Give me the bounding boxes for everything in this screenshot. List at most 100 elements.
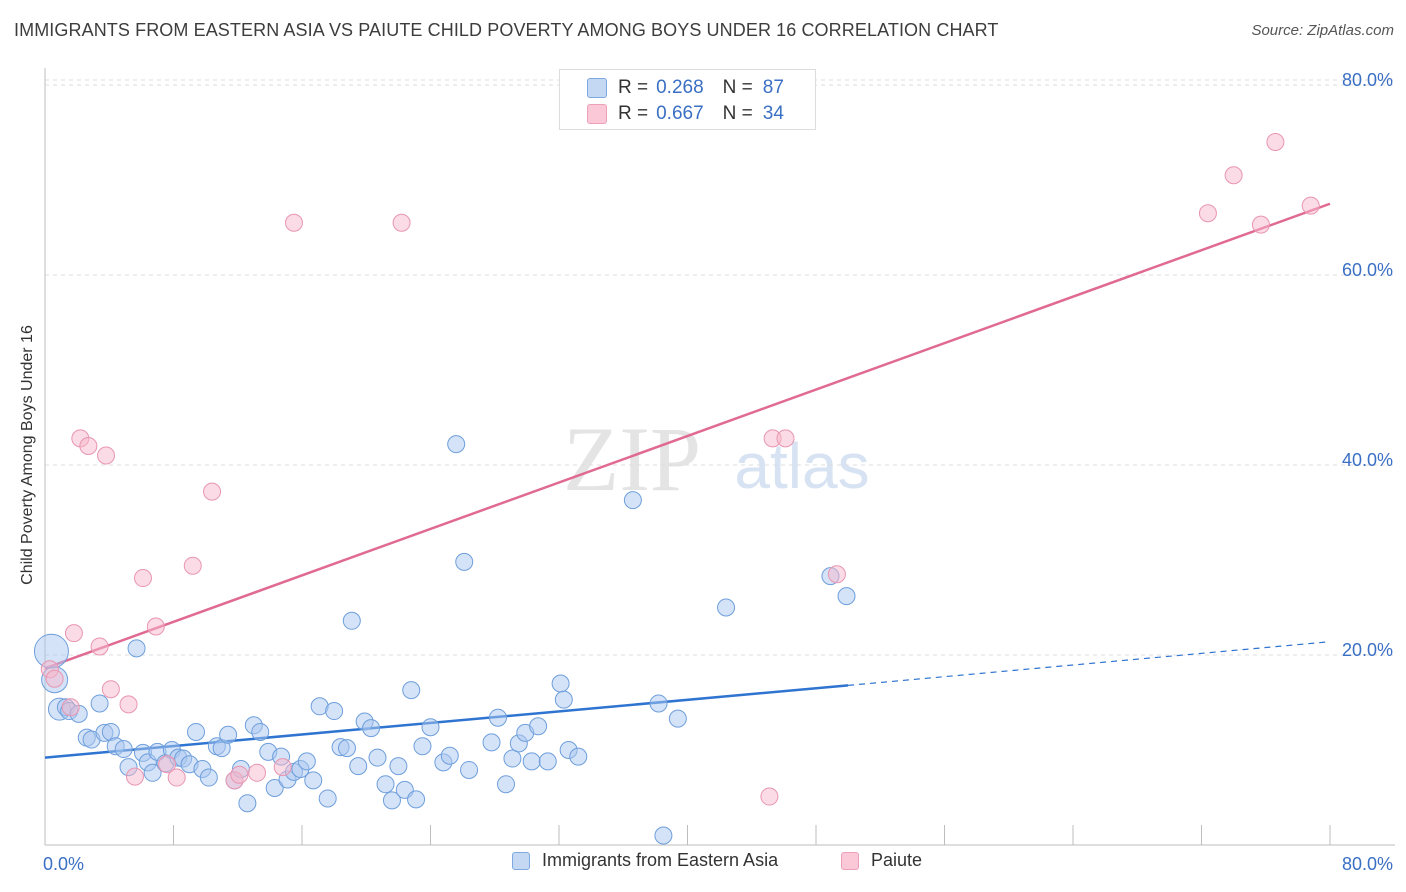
paiute-point [146,617,165,636]
eastern-asia-point [337,739,356,758]
paiute-point [284,213,303,232]
legend-item-paiute: Paiute [841,850,922,871]
eastern-asia-point [440,746,459,765]
paiute-point [119,695,138,714]
eastern-asia-point [837,587,856,606]
legend-n-value: 87 [762,77,784,98]
eastern-asia-point [382,791,401,810]
paiute-point [158,755,177,774]
legend-n-label: N = [722,77,753,98]
watermark-atlas: atlas [734,430,869,502]
eastern-asia-point [325,702,344,721]
eastern-asia-point [488,708,507,727]
legend-label-eastern-asia: Immigrants from Eastern Asia [542,850,779,870]
series-legend: Immigrants from Eastern Asia Paiute [0,850,1406,880]
paiute-point [273,758,292,777]
paiute-point [133,569,152,588]
chart-title: IMMIGRANTS FROM EASTERN ASIA VS PAIUTE C… [14,20,999,40]
paiute-point [248,763,267,782]
eastern-asia-point [265,779,284,797]
eastern-asia-point [304,771,323,790]
eastern-asia-point [199,768,218,787]
eastern-asia-point [349,757,368,776]
legend-swatch-blue [587,78,607,98]
legend-r-label: R = [618,77,649,98]
paiute-point [1301,196,1320,215]
eastern-asia-point [127,639,146,658]
paiute-point [183,556,202,575]
y-tick-label: 60.0% [1342,260,1393,280]
legend-swatch-pink [587,104,607,124]
eastern-asia-point [569,747,588,766]
eastern-asia-point [407,790,426,809]
eastern-asia-point [447,435,466,454]
paiute-point [79,437,98,455]
eastern-asia-point [717,598,736,617]
eastern-asia-point [654,826,673,845]
paiute-point [167,768,186,787]
eastern-asia-point [421,718,440,737]
eastern-asia-point [297,752,316,771]
eastern-asia-point [402,681,421,700]
legend-row-blue: R = 0.268 N = 87 [587,76,784,100]
paiute-point [776,429,795,448]
x-tick-label: 80.0% [1342,854,1393,874]
paiute-point [230,765,249,784]
paiute-point [125,767,144,786]
legend-r-value: 0.667 [656,103,704,124]
paiute-point [90,637,109,656]
paiute-point [64,624,83,643]
eastern-asia-point [538,752,557,771]
x-tick-label: 0.0% [43,854,84,874]
paiute-point [392,213,411,232]
legend-n-value: 34 [762,103,784,124]
paiute-point [1251,215,1270,234]
paiute-point [97,446,116,465]
y-tick-label: 40.0% [1342,450,1393,470]
source-label: Source: ZipAtlas.com [1251,22,1394,39]
eastern-asia-point [413,737,432,756]
legend-r-value: 0.268 [656,77,704,98]
legend-row-pink: R = 0.667 N = 34 [587,102,784,126]
paiute-point [61,698,80,717]
eastern-asia-point [496,775,515,794]
correlation-legend: R = 0.268 N = 87 R = 0.667 N = 34 [559,69,816,130]
eastern-asia-point [362,719,381,738]
eastern-asia-point [186,722,205,741]
eastern-asia-point [251,722,270,741]
legend-item-eastern-asia: Immigrants from Eastern Asia [512,850,778,871]
eastern-asia-point [460,760,479,779]
eastern-asia-point [554,690,573,709]
paiute-point [760,787,779,806]
legend-swatch-pink [841,851,859,870]
legend-r-label: R = [618,103,649,124]
paiute-point [1266,133,1285,151]
eastern-asia-point [143,763,162,782]
eastern-asia-point [114,740,133,759]
eastern-asia-point [455,552,474,571]
eastern-asia-point [342,611,361,630]
y-tick-label: 20.0% [1342,640,1393,660]
eastern-asia-point [529,717,548,736]
eastern-asia-trendline-extension [848,641,1331,686]
eastern-asia-point [389,757,408,776]
eastern-asia-point [90,694,109,713]
legend-swatch-blue [512,851,530,870]
y-tick-label: 80.0% [1342,70,1393,90]
eastern-asia-point [503,749,522,768]
eastern-asia-point [649,694,668,713]
eastern-asia-point [551,674,570,693]
eastern-asia-point [219,725,238,744]
eastern-asia-point [376,775,395,794]
eastern-asia-point [318,789,337,808]
eastern-asia-point [238,794,257,813]
eastern-asia-point [368,748,387,767]
paiute-point [827,565,846,584]
eastern-asia-point [668,709,687,728]
paiute-point [101,680,120,699]
eastern-asia-point [482,733,501,752]
paiute-point [1224,166,1243,185]
paiute-point [1198,204,1217,223]
legend-label-paiute: Paiute [871,850,923,870]
